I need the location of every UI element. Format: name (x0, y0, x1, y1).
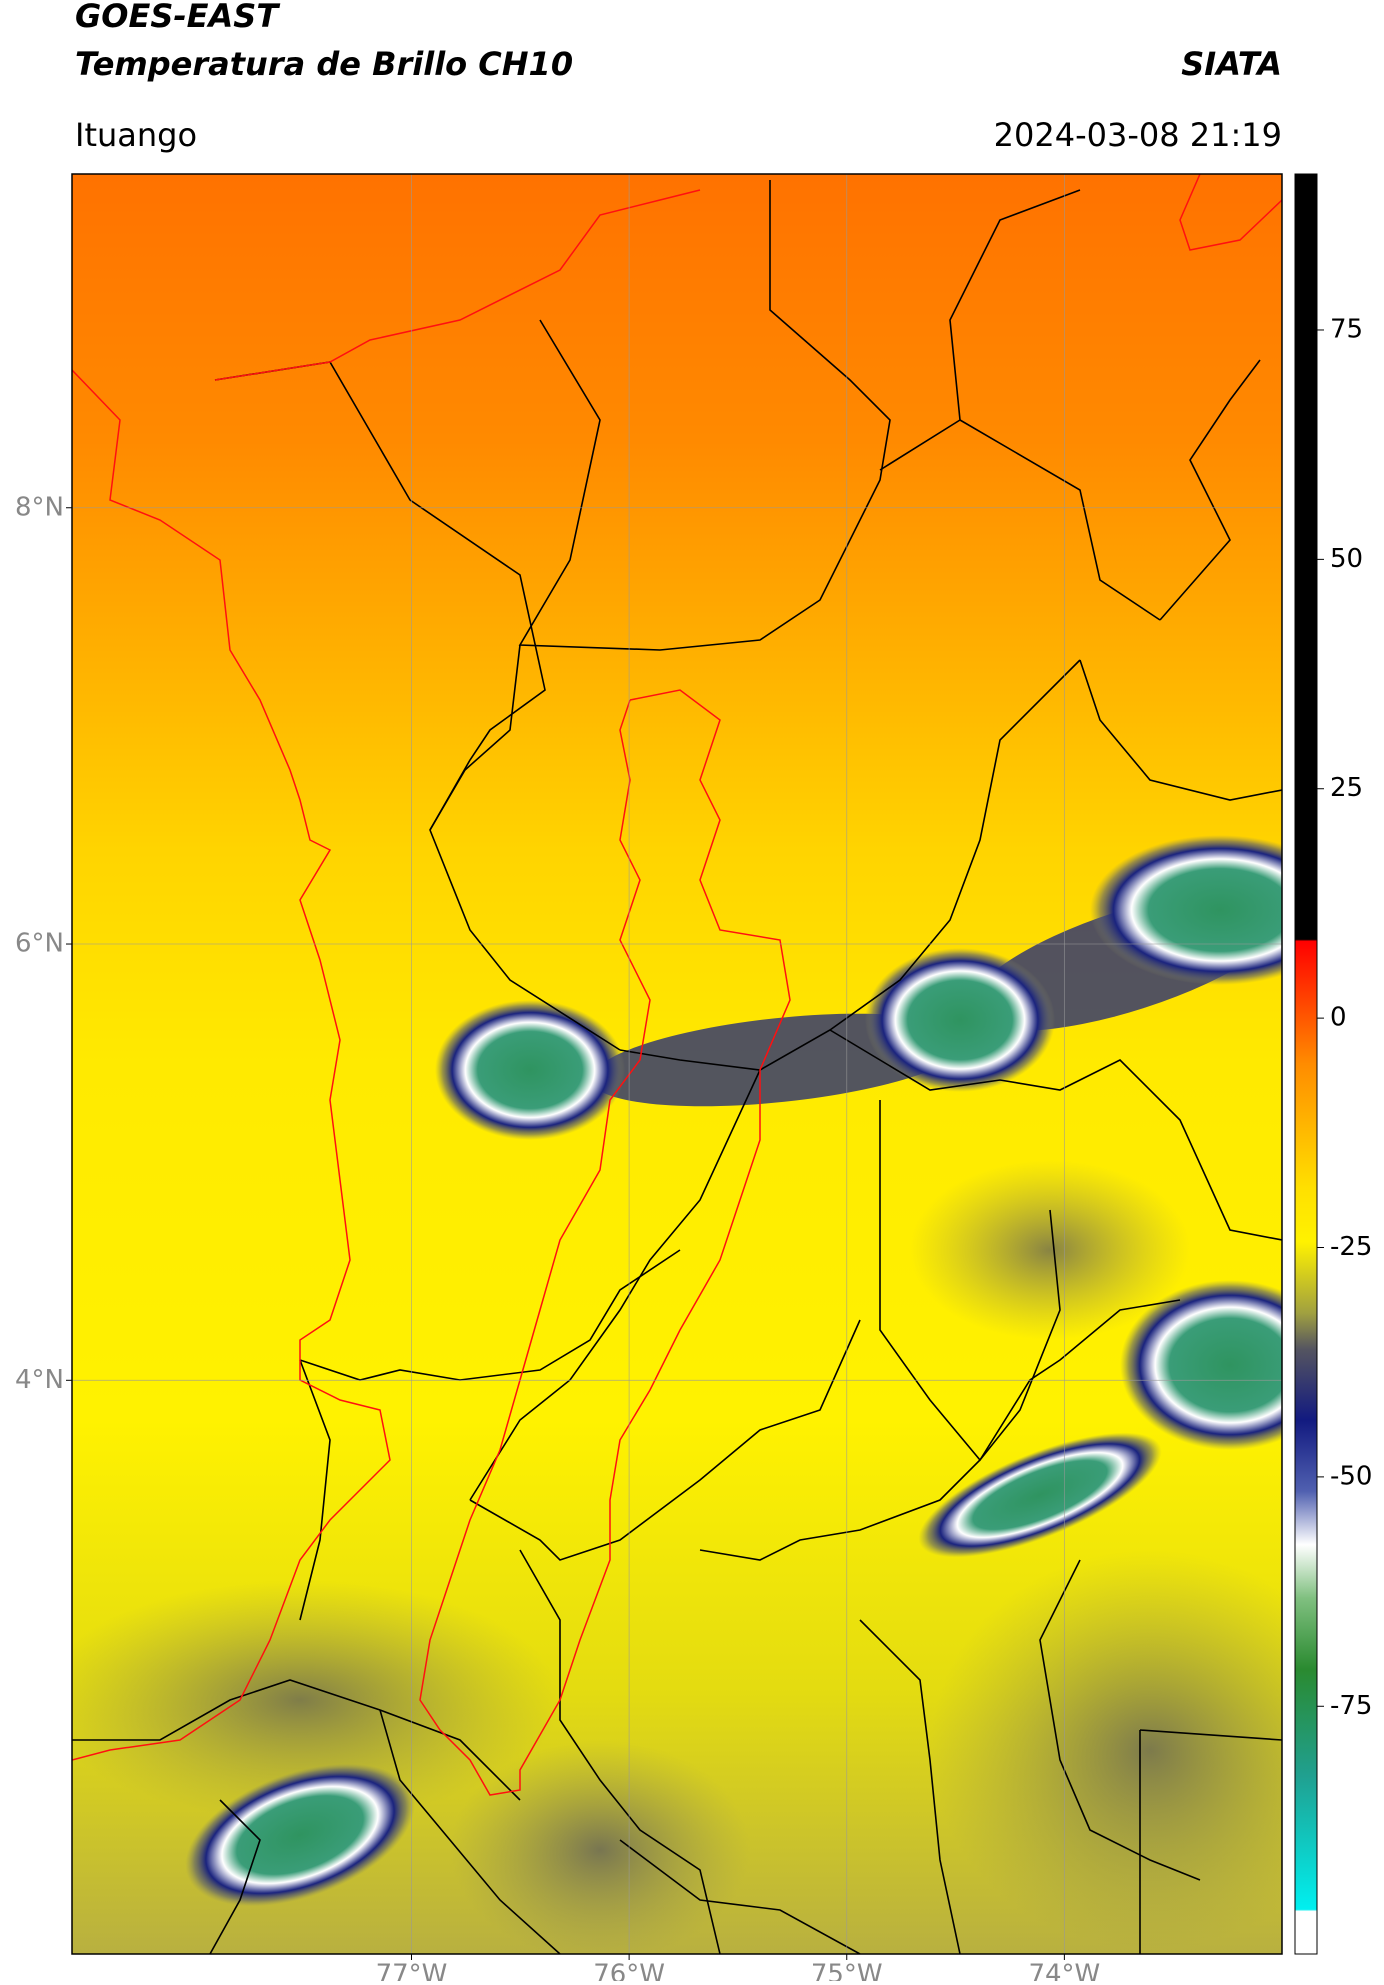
colorbar-tick-label: 50 (1330, 544, 1363, 574)
haze (910, 1160, 1190, 1340)
lon-tick-label: 76°W (593, 1960, 665, 1982)
lat-tick-label: 6°N (15, 929, 64, 959)
title: GOES-EAST (75, 0, 280, 35)
colorbar-tick-label: -25 (1330, 1232, 1372, 1262)
map-frame (71, 173, 1283, 1955)
boundaries (72, 180, 1282, 1954)
cloud (1090, 835, 1282, 985)
cloud (1120, 1280, 1282, 1450)
lon-tick-label: 74°W (1028, 1960, 1100, 1982)
cloud (435, 1000, 625, 1140)
colorbar-tick-label: -75 (1330, 1691, 1372, 1721)
lon-tick-label: 77°W (376, 1960, 448, 1982)
coastline-and-basin (72, 174, 1282, 1796)
haze (450, 1740, 750, 1954)
subtitle: Temperatura de Brillo CH10 (75, 45, 573, 83)
map (72, 174, 1282, 1954)
colorbar-tick-label: 25 (1330, 773, 1363, 803)
lon-tick-label: 75°W (811, 1960, 883, 1982)
haze (930, 1550, 1282, 1950)
cloud (865, 948, 1055, 1092)
cloud (185, 1763, 415, 1907)
source: SIATA (1181, 45, 1282, 83)
lat-tick-label: 4°N (15, 1365, 64, 1395)
location: Ituango (75, 116, 197, 154)
haze (72, 1580, 560, 1820)
colorbar-tick-label: 75 (1330, 314, 1363, 344)
colorbar-tick-label: 0 (1330, 1003, 1347, 1033)
cloud (918, 1432, 1162, 1558)
lat-tick-label: 8°N (15, 492, 64, 522)
colorbar (1294, 173, 1318, 1955)
datetime: 2024-03-08 21:19 (994, 116, 1282, 154)
colorbar-tick-label: -50 (1330, 1461, 1372, 1491)
